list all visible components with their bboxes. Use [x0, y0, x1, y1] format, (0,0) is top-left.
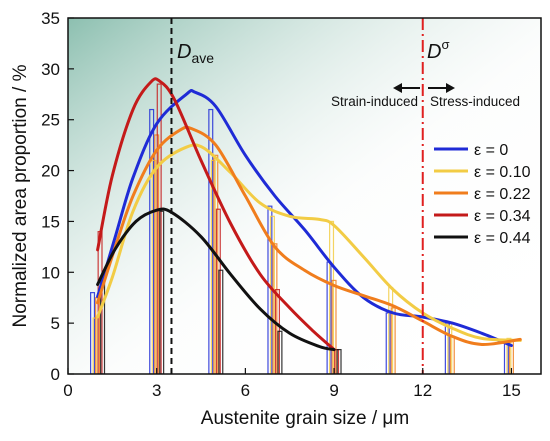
x-axis-label: Austenite grain size / μm: [201, 408, 409, 429]
curve-022: [96, 125, 522, 347]
plot-frame: [67, 17, 542, 375]
bar-022: [390, 307, 396, 374]
legend: ε = 0 ε = 0.10 ε = 0.22 ε = 0.34 ε = 0.44: [434, 142, 531, 247]
bar-022: [272, 243, 278, 374]
y-tick-label: 10: [41, 263, 60, 282]
bar-034: [156, 83, 162, 374]
y-tick-label: 5: [51, 314, 60, 333]
x-tick-label: 12: [413, 381, 432, 400]
bar-010: [329, 220, 335, 374]
bar-044: [218, 269, 224, 374]
bar-044: [159, 210, 165, 374]
reference-lines: [170, 18, 424, 374]
legend-label: ε = 0: [474, 142, 508, 159]
x-tick-label: 9: [329, 381, 338, 400]
bar-0: [149, 108, 155, 374]
curve-044: [96, 207, 336, 352]
y-tick-label: 20: [41, 162, 60, 181]
y-ticks: 0 5 10 15 20 25 30 35: [41, 9, 74, 384]
curves-layer: [96, 77, 522, 352]
x-tick-label: 0: [63, 381, 72, 400]
dave-label-main: D: [177, 41, 191, 63]
bar-010: [269, 215, 275, 374]
strain-induced-arrow: [393, 83, 420, 93]
strain-induced-label: Strain-induced: [331, 94, 418, 109]
dave-label-sub: ave: [191, 50, 214, 66]
plot-background: [68, 18, 541, 374]
y-tick-label: 35: [41, 9, 60, 28]
legend-label: ε = 0.22: [474, 186, 531, 203]
curve-034: [96, 77, 336, 352]
curve-010: [96, 143, 522, 342]
bar-0: [208, 108, 214, 374]
y-tick-label: 25: [41, 111, 60, 130]
x-tick-label: 3: [152, 381, 161, 400]
bar-0: [90, 292, 96, 374]
bar-034: [215, 208, 221, 374]
x-tick-label: 6: [241, 381, 250, 400]
stress-induced-label: Stress-induced: [430, 94, 520, 109]
dave-label: Dave: [177, 41, 214, 66]
bar-022: [213, 154, 219, 374]
dsigma-label-sup: σ: [441, 37, 449, 52]
x-tick-label: 15: [502, 381, 521, 400]
legend-label: ε = 0.10: [474, 164, 531, 181]
y-tick-label: 0: [51, 365, 60, 384]
legend-label: ε = 0.34: [474, 208, 531, 225]
dsigma-label-main: D: [427, 41, 441, 63]
y-tick-label: 15: [41, 212, 60, 231]
x-ticks: 0 3 6 9 12 15: [63, 368, 521, 400]
y-axis-label: Normalized area proportion / %: [10, 64, 31, 327]
bar-044: [277, 330, 283, 374]
dsigma-label: Dσ: [427, 37, 449, 63]
legend-label: ε = 0.44: [474, 230, 531, 247]
stress-induced-arrow: [428, 83, 455, 93]
y-tick-label: 30: [41, 60, 60, 79]
